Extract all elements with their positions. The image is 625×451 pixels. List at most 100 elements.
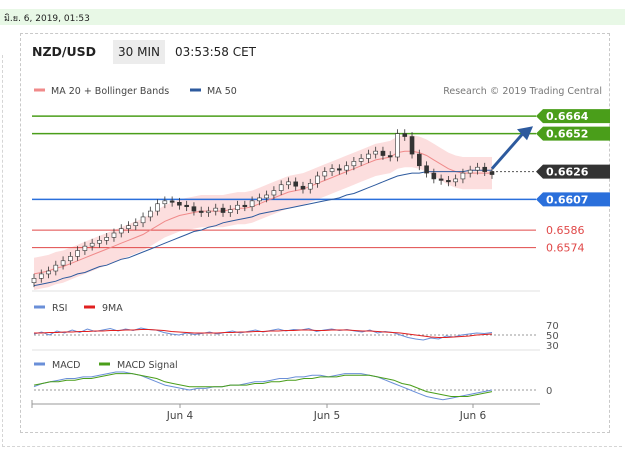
candle-body (395, 133, 400, 158)
level-tag-0.6652 (536, 126, 610, 141)
candle-body (446, 180, 451, 183)
page-bottom-edge (2, 446, 622, 447)
x-tick-label-1: Jun 5 (313, 410, 340, 422)
candle-body (104, 237, 109, 241)
candle-body (373, 150, 378, 155)
candle-body (53, 264, 59, 272)
candle-body (300, 185, 306, 190)
candle-body (75, 250, 80, 257)
candle-body (249, 200, 255, 207)
candle-body (264, 194, 269, 199)
candle-body (271, 190, 277, 196)
candle-body (322, 171, 328, 177)
level-label-0.6574: 0.6574 (546, 242, 585, 255)
candle-body (227, 209, 233, 213)
level-tag-0.6607 (536, 192, 610, 207)
candle-body (213, 207, 219, 212)
candle-body (31, 278, 37, 283)
forecast-arrow-line (490, 131, 526, 170)
candle-body (351, 161, 357, 167)
rsi-ma-line (34, 329, 493, 338)
datetime-label: มิ.ย. 6, 2019, 01:53 (4, 14, 90, 24)
candle-body (344, 165, 349, 171)
page-left-edge (2, 55, 3, 447)
candle-body (438, 178, 444, 181)
candle-body (409, 136, 415, 155)
rsi-level-50: 50 (546, 331, 559, 342)
candle-body (118, 228, 124, 234)
candle-body (358, 158, 364, 162)
macd-line (33, 371, 493, 401)
ma20-line (33, 150, 492, 275)
candle-body (278, 184, 284, 191)
candle-body (162, 200, 168, 205)
forecast-arrow-head (517, 126, 533, 141)
candle-body (475, 166, 480, 171)
candle-body (293, 181, 299, 187)
candle-body (97, 240, 102, 244)
level-label-0.6664: 0.6664 (546, 110, 589, 123)
candle-body (148, 210, 153, 218)
macd-signal-line (33, 373, 493, 397)
x-tick-label-0: Jun 4 (166, 410, 194, 422)
rsi-level-30: 30 (546, 341, 559, 352)
candle-body (257, 197, 262, 202)
candle-body (184, 204, 189, 207)
candle-body (402, 133, 408, 137)
candle-body (467, 169, 473, 174)
macd-zero-label: 0 (546, 386, 552, 397)
bollinger-band (34, 135, 492, 290)
level-label-0.6652: 0.6652 (546, 128, 588, 141)
level-tag-0.6626 (536, 164, 610, 179)
candle-body (431, 172, 437, 180)
candle-body (111, 232, 117, 238)
candle-body (337, 168, 342, 171)
macd-signal-legend-label: MACD Signal (117, 360, 178, 371)
candle-body (424, 165, 429, 174)
candle-body (68, 256, 73, 262)
timeframe-badge[interactable]: 30 MIN (113, 40, 165, 64)
candle-body (482, 166, 488, 172)
candle-body (453, 178, 458, 183)
macd-legend-label: MACD (52, 360, 80, 371)
candle-body (242, 204, 248, 207)
candle-body (387, 155, 393, 158)
x-tick-label-2: Jun 6 (459, 410, 487, 422)
candle-body (460, 172, 466, 180)
candle-body (380, 150, 386, 156)
candle-body (315, 175, 320, 184)
candle-body (329, 168, 335, 172)
candle-body (489, 171, 495, 175)
candle-body (38, 273, 44, 279)
date-bar: มิ.ย. 6, 2019, 01:53 (0, 9, 625, 25)
rsi-level-70: 70 (546, 321, 559, 332)
candle-body (206, 210, 211, 213)
candle-body (126, 225, 131, 229)
candle-body (220, 207, 226, 213)
candle-body (82, 245, 88, 251)
candle-body (140, 216, 146, 224)
candle-body (198, 210, 204, 213)
symbol-label: NZD/USD (32, 44, 96, 59)
level-label-0.6607: 0.6607 (546, 193, 588, 206)
level-label-0.6626: 0.6626 (546, 166, 589, 179)
candle-body (155, 203, 160, 212)
candle-body (235, 204, 240, 210)
legend-label-1: MA 50 (207, 86, 237, 97)
rsi-ma-legend-label: 9MA (102, 303, 123, 314)
candle-body (417, 153, 422, 167)
candle-body (46, 270, 51, 275)
candle-body (191, 206, 197, 212)
candle-body (366, 153, 371, 159)
time-label: 03:53:58 CET (175, 45, 256, 59)
candle-body (307, 183, 313, 190)
level-label-0.6586: 0.6586 (546, 224, 585, 237)
candle-body (133, 222, 139, 226)
candle-body (177, 202, 182, 206)
candle-body (60, 260, 66, 266)
legend-label-0: MA 20 + Bollinger Bands (51, 86, 169, 97)
rsi-line (33, 327, 493, 341)
credit-label: Research © 2019 Trading Central (443, 86, 602, 97)
candle-body (286, 181, 291, 186)
